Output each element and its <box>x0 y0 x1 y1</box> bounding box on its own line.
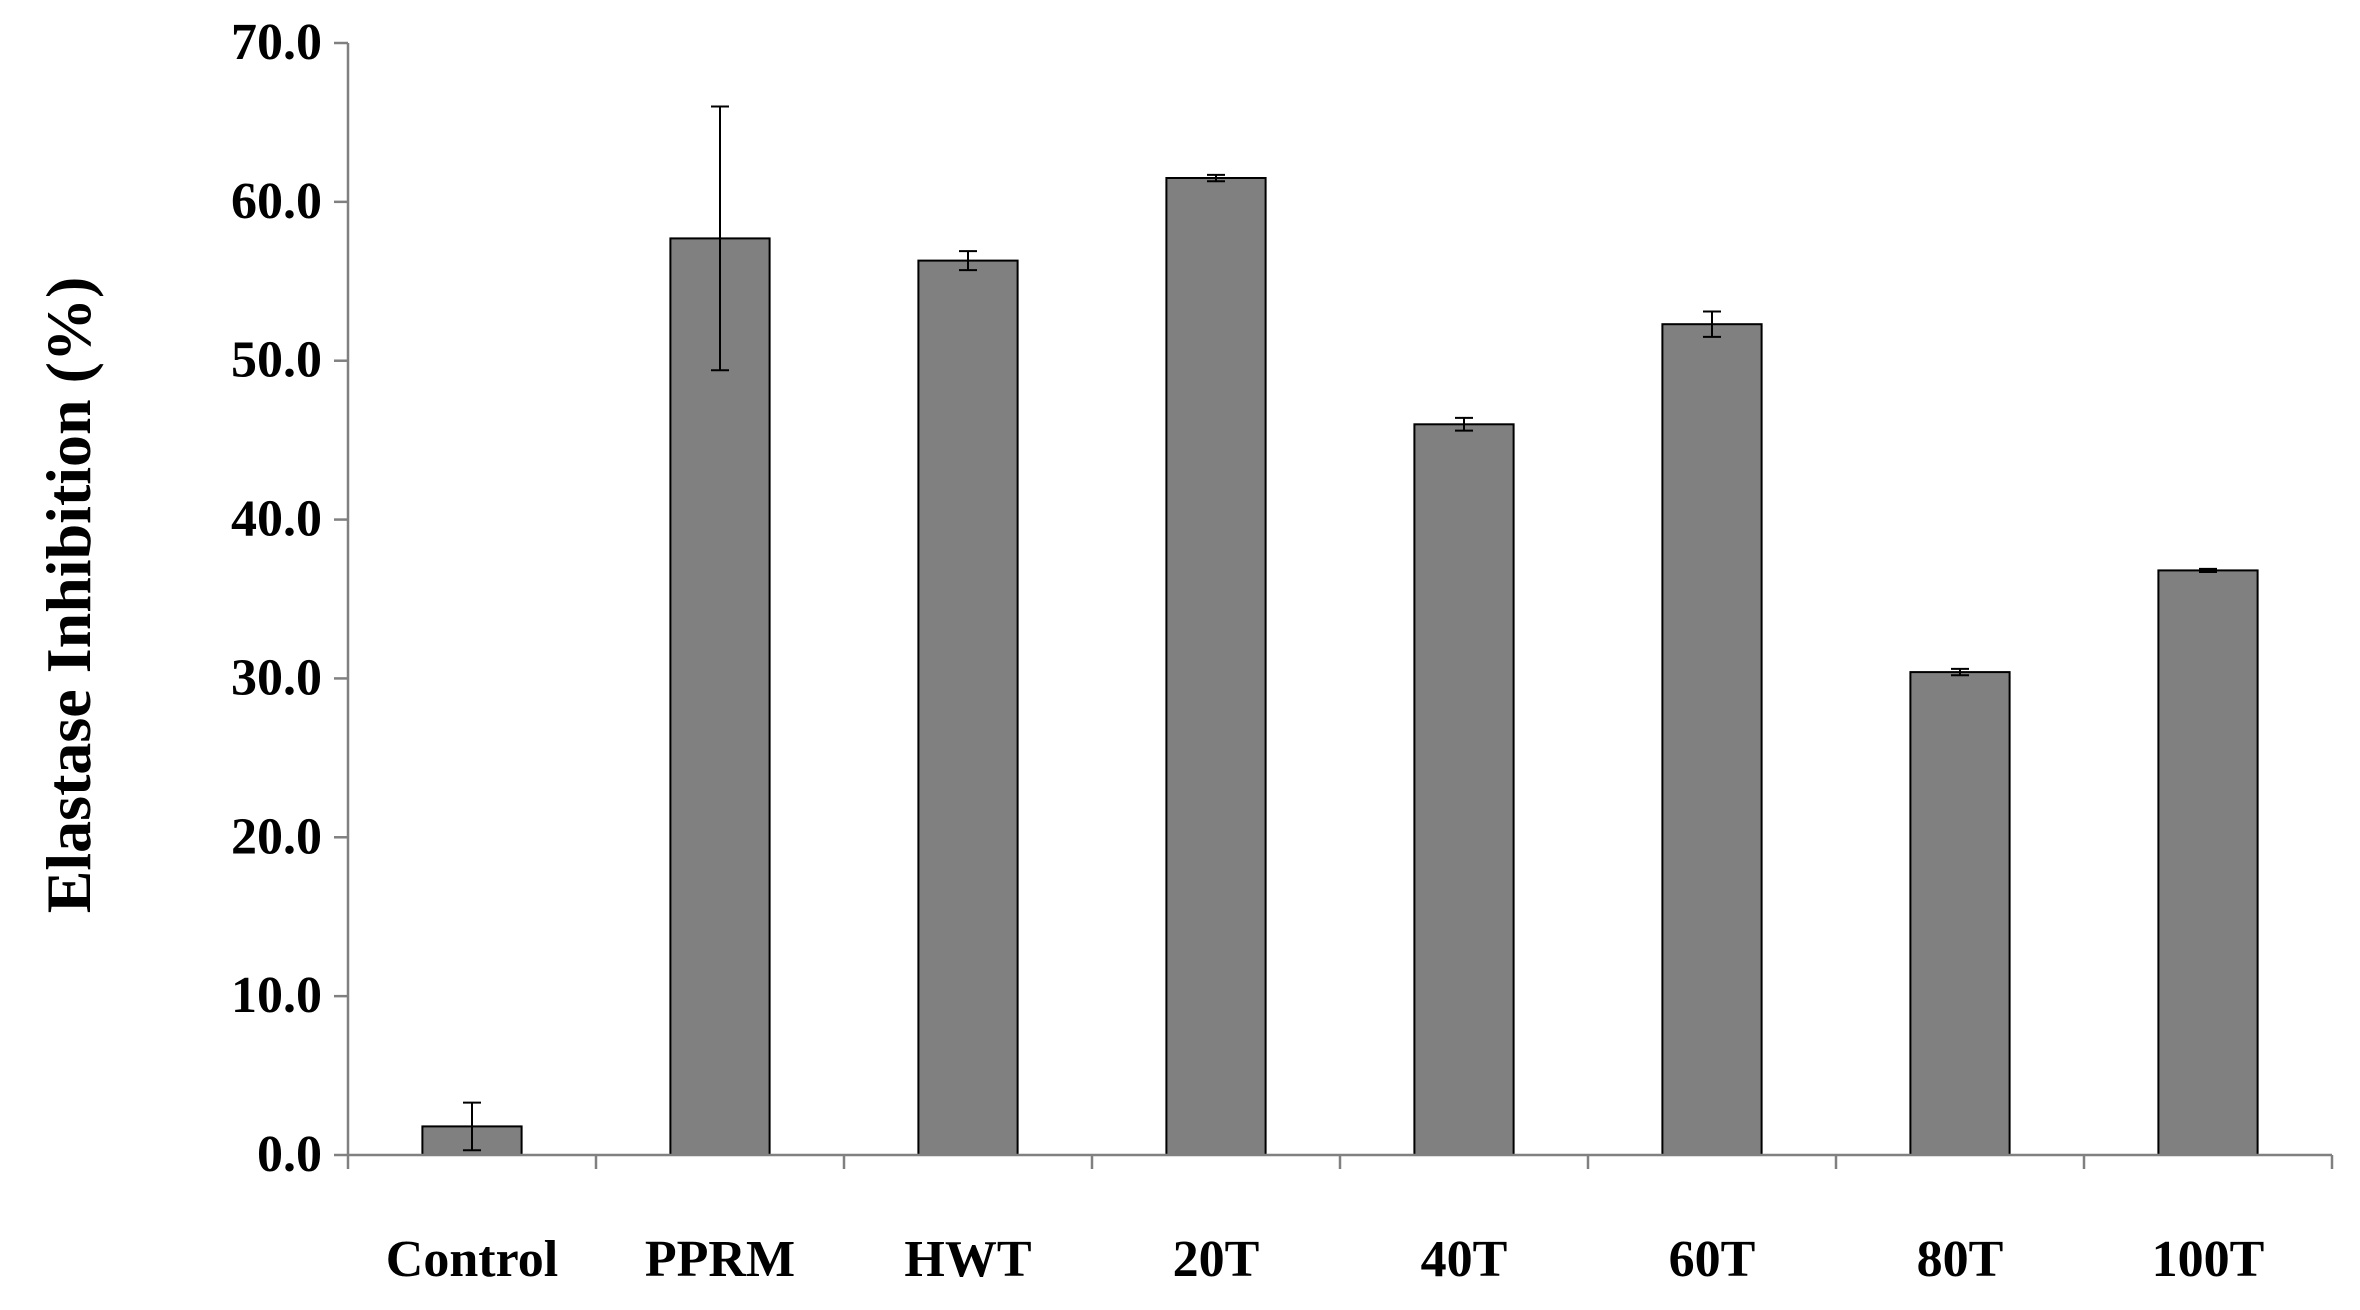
y-tick-label: 40.0 <box>231 491 322 548</box>
error-bars-layer <box>463 105 2217 1152</box>
error-bar-40t <box>1455 416 1473 432</box>
bar-100t <box>2157 569 2259 1156</box>
y-tick-label: 70.0 <box>231 14 322 71</box>
x-tick-label: 60T <box>1669 1231 1756 1288</box>
x-tick-label: PPRM <box>645 1231 795 1288</box>
error-bar-pprm <box>711 105 729 372</box>
axes-layer <box>334 41 2334 1169</box>
bar-60t <box>1661 323 1763 1156</box>
error-bar-control <box>463 1101 481 1152</box>
x-tick-label: 100T <box>2152 1231 2265 1288</box>
error-bar-60t <box>1703 310 1721 338</box>
y-axis-title: Elastase Inhibition (%) <box>33 277 104 914</box>
y-tick-label: 10.0 <box>231 967 322 1024</box>
x-tick-label: 40T <box>1421 1231 1508 1288</box>
error-bar-hwt <box>959 250 977 272</box>
x-tick-label: HWT <box>904 1231 1031 1288</box>
error-bar-20t <box>1207 173 1225 183</box>
tick-labels-layer: 0.0 10.0 20.0 30.0 40.0 50.0 60.0 70.0 Control PP… <box>231 14 2264 1288</box>
error-bar-100t <box>2199 567 2217 573</box>
bar-pprm <box>669 237 771 1156</box>
bar-40t <box>1413 423 1515 1156</box>
error-bar-80t <box>1951 667 1969 677</box>
bars-layer <box>421 177 2259 1157</box>
x-tick-label: Control <box>386 1231 558 1288</box>
x-tick-label: 80T <box>1917 1231 2004 1288</box>
bar-hwt <box>917 259 1019 1157</box>
x-tick-label: 20T <box>1173 1231 1260 1288</box>
y-axis-title-group: Elastase Inhibition (%) <box>33 277 104 914</box>
y-tick-label: 50.0 <box>231 332 322 389</box>
y-tick-label: 20.0 <box>231 808 322 865</box>
bar-80t <box>1909 671 2011 1156</box>
bar-20t <box>1165 177 1267 1156</box>
y-tick-label: 30.0 <box>231 649 322 706</box>
y-tick-label: 0.0 <box>257 1126 322 1183</box>
y-tick-label: 60.0 <box>231 173 322 230</box>
